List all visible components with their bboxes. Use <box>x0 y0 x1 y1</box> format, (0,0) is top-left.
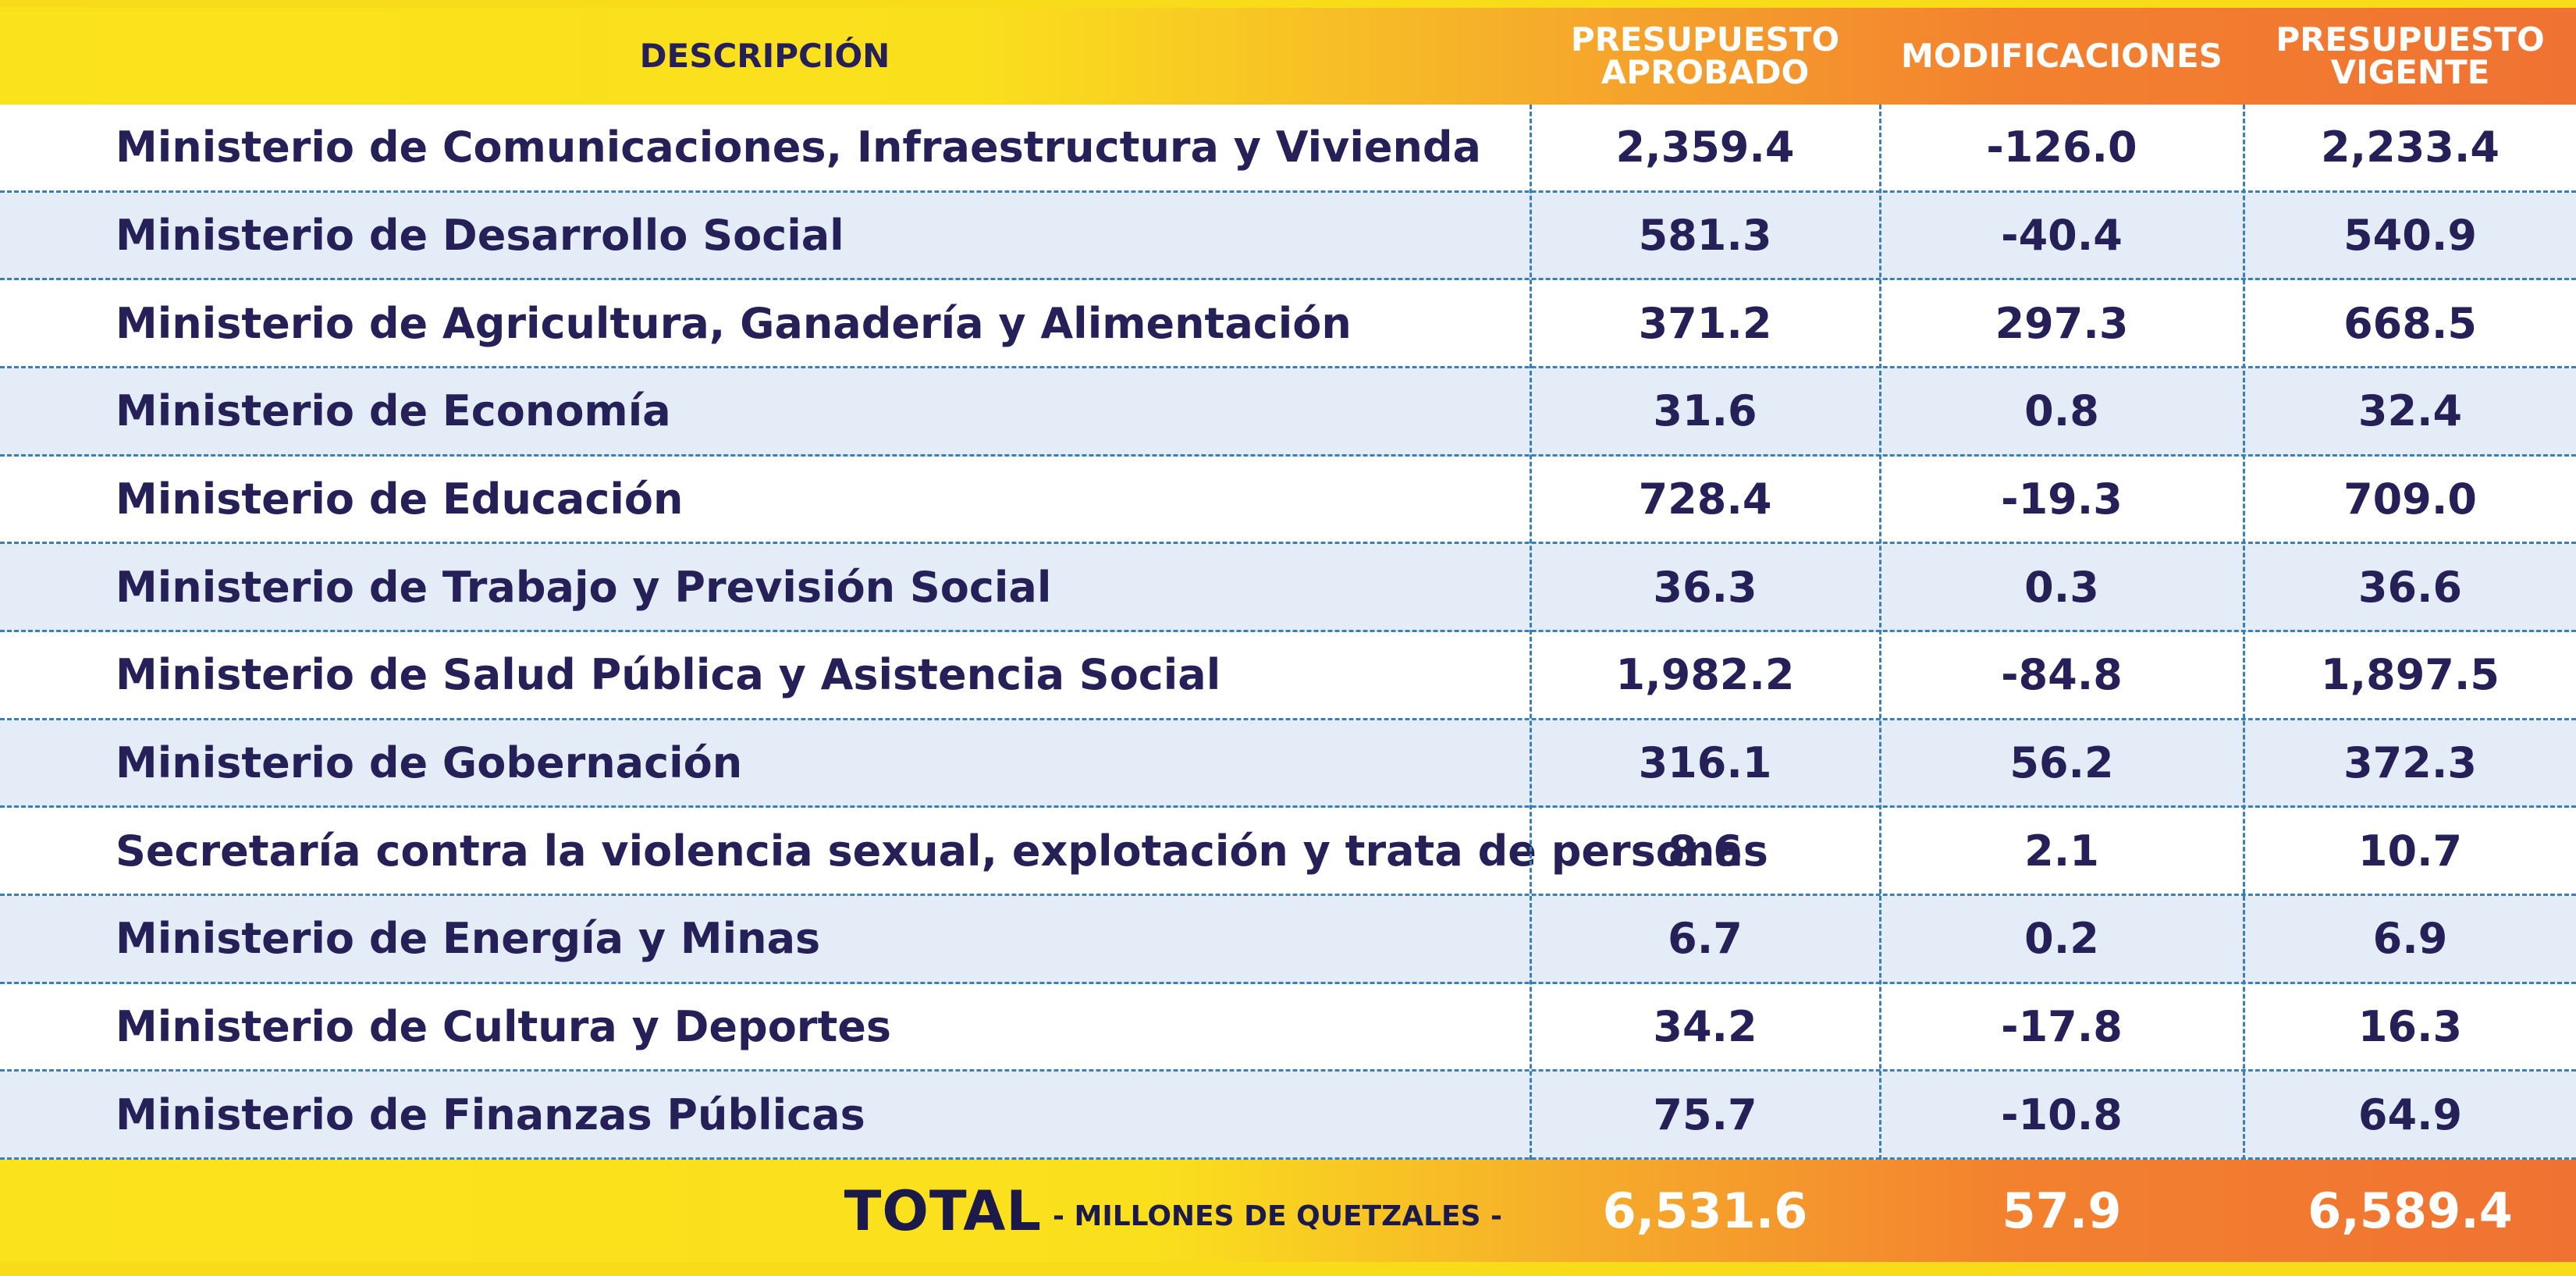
row-modificaciones: 2.1 <box>2024 826 2099 876</box>
total-unit: - MILLONES DE QUETZALES - <box>1053 1200 1502 1232</box>
row-modificaciones: -19.3 <box>2001 474 2123 524</box>
column-divider <box>1879 105 1881 1160</box>
row-descripcion: Ministerio de Economía <box>115 386 671 436</box>
table-header: DESCRIPCIÓN PRESUPUESTO APROBADO MODIFIC… <box>0 8 2576 105</box>
table-row: Ministerio de Agricultura, Ganadería y A… <box>0 280 2576 368</box>
row-descripcion: Ministerio de Comunicaciones, Infraestru… <box>115 123 1481 172</box>
row-vigente: 10.7 <box>2357 826 2463 876</box>
row-modificaciones: 0.8 <box>2024 386 2099 436</box>
row-vigente: 6.9 <box>2372 914 2448 964</box>
row-descripcion: Ministerio de Agricultura, Ganadería y A… <box>115 298 1352 348</box>
row-vigente: 540.9 <box>2343 210 2477 260</box>
row-aprobado: 36.3 <box>1653 562 1757 612</box>
total-modificaciones: 57.9 <box>2002 1182 2122 1239</box>
row-descripcion: Ministerio de Salud Pública y Asistencia… <box>115 650 1221 700</box>
row-descripcion: Ministerio de Desarrollo Social <box>115 210 844 260</box>
row-aprobado: 31.6 <box>1653 386 1757 436</box>
row-aprobado: 75.7 <box>1653 1089 1757 1139</box>
row-modificaciones: -126.0 <box>1986 123 2137 172</box>
row-aprobado: 8.6 <box>1668 826 1743 876</box>
row-aprobado: 581.3 <box>1638 210 1772 260</box>
total-vigente: 6,589.4 <box>2308 1182 2513 1239</box>
header-descripcion: DESCRIPCIÓN <box>639 37 890 75</box>
table-row: Secretaría contra la violencia sexual, e… <box>0 808 2576 896</box>
row-modificaciones: -40.4 <box>2001 210 2123 260</box>
row-aprobado: 2,359.4 <box>1615 123 1795 172</box>
row-modificaciones: -10.8 <box>2001 1089 2123 1139</box>
row-aprobado: 6.7 <box>1668 914 1743 964</box>
row-vigente: 32.4 <box>2357 386 2463 436</box>
row-modificaciones: 0.3 <box>2024 562 2099 612</box>
table-row: Ministerio de Comunicaciones, Infraestru… <box>0 105 2576 193</box>
row-aprobado: 316.1 <box>1638 738 1772 787</box>
header-presupuesto-aprobado: PRESUPUESTO APROBADO <box>1570 20 1840 91</box>
table-row: Ministerio de Economía 31.6 0.8 32.4 <box>0 368 2576 457</box>
row-modificaciones: 297.3 <box>1995 298 2129 348</box>
row-modificaciones: -84.8 <box>2001 650 2123 700</box>
total-row: TOTAL - MILLONES DE QUETZALES - 6,531.6 … <box>0 1160 2576 1262</box>
table-row: Ministerio de Educación 728.4 -19.3 709.0 <box>0 456 2576 545</box>
row-descripcion: Ministerio de Finanzas Públicas <box>115 1089 865 1139</box>
row-vigente: 1,897.5 <box>2321 650 2500 700</box>
row-descripcion: Ministerio de Cultura y Deportes <box>115 1001 892 1051</box>
header-modificaciones: MODIFICACIONES <box>1901 37 2222 75</box>
total-label: TOTAL - MILLONES DE QUETZALES - <box>0 1160 1502 1262</box>
header-presupuesto-vigente: PRESUPUESTO VIGENTE <box>2276 20 2545 91</box>
column-divider <box>2243 105 2245 1160</box>
row-aprobado: 728.4 <box>1638 474 1772 524</box>
row-vigente: 64.9 <box>2357 1089 2463 1139</box>
row-descripcion: Secretaría contra la violencia sexual, e… <box>115 826 1768 876</box>
row-modificaciones: 56.2 <box>2009 738 2114 787</box>
total-word: TOTAL <box>844 1178 1043 1243</box>
row-aprobado: 34.2 <box>1653 1001 1757 1051</box>
top-yellow-strip <box>0 0 2576 8</box>
row-descripcion: Ministerio de Gobernación <box>115 738 743 787</box>
row-vigente: 709.0 <box>2343 474 2477 524</box>
row-vigente: 372.3 <box>2343 738 2477 787</box>
table-row: Ministerio de Finanzas Públicas 75.7 -10.8… <box>0 1072 2576 1160</box>
column-divider <box>1530 105 1532 1160</box>
row-aprobado: 371.2 <box>1638 298 1772 348</box>
row-descripcion: Ministerio de Educación <box>115 474 684 524</box>
total-aprobado: 6,531.6 <box>1602 1182 1808 1239</box>
row-descripcion: Ministerio de Energía y Minas <box>115 914 821 964</box>
table-row: Ministerio de Trabajo y Previsión Social… <box>0 544 2576 632</box>
table-body: Ministerio de Comunicaciones, Infraestru… <box>0 105 2576 1160</box>
row-vigente: 668.5 <box>2343 298 2477 348</box>
table-row: Ministerio de Desarrollo Social 581.3 -40.… <box>0 192 2576 281</box>
table-row: Ministerio de Cultura y Deportes 34.2 -17.… <box>0 983 2576 1072</box>
row-modificaciones: 0.2 <box>2024 914 2099 964</box>
row-vigente: 16.3 <box>2357 1001 2463 1051</box>
table-row: Ministerio de Salud Pública y Asistencia… <box>0 632 2576 720</box>
table-row: Ministerio de Energía y Minas 6.7 0.2 6.9 <box>0 896 2576 984</box>
row-vigente: 36.6 <box>2357 562 2463 612</box>
bottom-yellow-strip <box>0 1262 2576 1276</box>
table-row: Ministerio de Gobernación 316.1 56.2 372.3 <box>0 720 2576 809</box>
row-modificaciones: -17.8 <box>2001 1001 2123 1051</box>
row-descripcion: Ministerio de Trabajo y Previsión Social <box>115 562 1052 612</box>
row-vigente: 2,233.4 <box>2321 123 2500 172</box>
row-aprobado: 1,982.2 <box>1615 650 1795 700</box>
